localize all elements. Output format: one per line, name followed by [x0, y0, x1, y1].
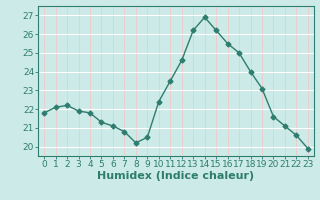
X-axis label: Humidex (Indice chaleur): Humidex (Indice chaleur)	[97, 171, 255, 181]
